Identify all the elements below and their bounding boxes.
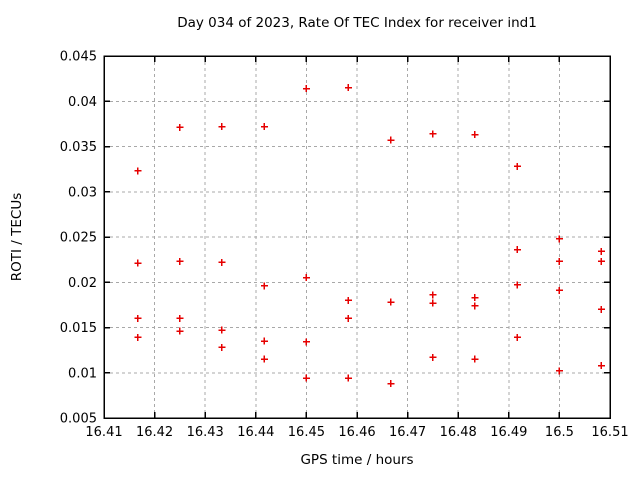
- data-point: [555, 235, 563, 243]
- x-tick-label: 16.48: [440, 425, 477, 440]
- x-tick-label: 16.44: [237, 425, 274, 440]
- x-axis-title: GPS time / hours: [300, 452, 414, 468]
- data-point: [387, 136, 395, 144]
- data-point: [597, 362, 605, 370]
- data-point: [555, 257, 563, 265]
- data-point: [218, 258, 226, 266]
- data-point: [260, 123, 268, 131]
- data-point: [134, 259, 142, 267]
- data-point: [513, 162, 521, 170]
- data-point: [302, 338, 310, 346]
- data-point: [344, 314, 352, 322]
- x-tick-label: 16.47: [389, 425, 426, 440]
- data-point: [176, 314, 184, 322]
- y-tick-label: 0.01: [68, 366, 97, 381]
- data-point: [597, 257, 605, 265]
- x-tick-label: 16.45: [288, 425, 325, 440]
- data-point: [429, 291, 437, 299]
- data-point: [387, 380, 395, 388]
- y-tick-label: 0.025: [60, 231, 97, 246]
- data-point: [218, 326, 226, 334]
- data-point: [429, 353, 437, 361]
- data-point: [260, 355, 268, 363]
- y-axis-title: ROTI / TECUs: [9, 192, 25, 282]
- x-tick-label: 16.51: [591, 425, 628, 440]
- data-point: [302, 85, 310, 93]
- data-point: [471, 302, 479, 310]
- data-point: [597, 305, 605, 313]
- x-tick-label: 16.49: [490, 425, 527, 440]
- data-point: [302, 374, 310, 382]
- data-point: [555, 286, 563, 294]
- data-point: [513, 246, 521, 254]
- data-point: [513, 281, 521, 289]
- y-tick-label: 0.005: [60, 412, 97, 427]
- data-point: [344, 84, 352, 92]
- data-point: [260, 337, 268, 345]
- data-point: [176, 327, 184, 335]
- data-point: [302, 274, 310, 282]
- data-point: [555, 367, 563, 375]
- x-tick-label: 16.42: [136, 425, 173, 440]
- data-point: [597, 247, 605, 255]
- data-point: [471, 131, 479, 139]
- data-point: [218, 343, 226, 351]
- chart-title: Day 034 of 2023, Rate Of TEC Index for r…: [177, 15, 537, 31]
- data-point: [387, 298, 395, 306]
- x-tick-label: 16.43: [187, 425, 224, 440]
- plot-border: [103, 55, 611, 419]
- data-point: [429, 130, 437, 138]
- y-tick-label: 0.02: [68, 276, 97, 291]
- data-point: [429, 299, 437, 307]
- y-tick-label: 0.03: [68, 185, 97, 200]
- y-tick-label: 0.015: [60, 321, 97, 336]
- data-point: [176, 257, 184, 265]
- data-point: [344, 374, 352, 382]
- data-point: [344, 296, 352, 304]
- data-point: [134, 333, 142, 341]
- y-tick-label: 0.04: [68, 95, 97, 110]
- data-point: [134, 314, 142, 322]
- x-tick-label: 16.41: [85, 425, 122, 440]
- data-point: [260, 282, 268, 290]
- data-point: [218, 123, 226, 131]
- data-point: [513, 333, 521, 341]
- data-point: [176, 123, 184, 131]
- y-tick-label: 0.045: [60, 50, 97, 65]
- data-point: [134, 167, 142, 175]
- x-tick-label: 16.5: [545, 425, 574, 440]
- data-point: [471, 355, 479, 363]
- y-tick-label: 0.035: [60, 140, 97, 155]
- x-tick-label: 16.46: [338, 425, 375, 440]
- data-point: [471, 294, 479, 302]
